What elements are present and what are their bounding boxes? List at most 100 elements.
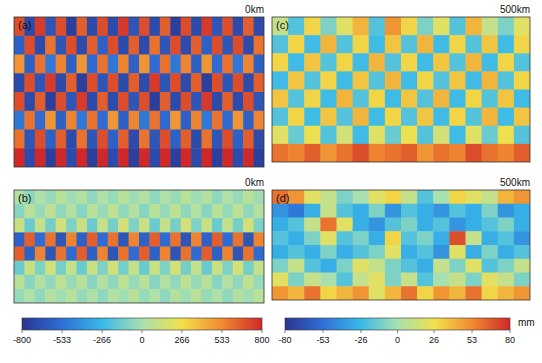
cell [181,111,192,130]
cell [466,53,483,72]
cell [466,259,483,273]
colorbar-tick-label: 533 [214,335,229,345]
cell [108,55,119,74]
cell [24,73,35,92]
cell [35,130,46,149]
cell [108,261,119,276]
cell [56,17,67,36]
cell [170,204,181,219]
cell [337,144,354,162]
cell [170,232,181,247]
cell [449,218,466,232]
cell [320,259,337,273]
cell [498,245,515,259]
cell [129,275,140,290]
cell [66,218,77,233]
cell [87,130,98,149]
cell [514,17,530,36]
cell [149,148,160,167]
cell [353,231,370,245]
cell [233,148,244,167]
cell [233,247,244,262]
cell [97,111,108,130]
cell [87,247,98,262]
cell [369,204,386,218]
cell [243,148,254,167]
cell [24,247,35,262]
cell [222,247,233,262]
cell [160,111,171,130]
cell [369,218,386,232]
cell [35,73,46,92]
cell [97,55,108,74]
cell [160,36,171,55]
cell [66,130,77,149]
cell [191,130,202,149]
colorbar-tick [22,330,23,333]
cell [66,204,77,219]
cell [243,232,254,247]
cell [118,73,129,92]
cell [272,259,289,273]
cell [320,17,337,36]
cell [320,144,337,162]
cell [202,36,213,55]
cell [369,126,386,145]
cell [45,190,56,205]
panel-label: (c) [276,19,289,31]
cell [160,204,171,219]
cell [97,218,108,233]
cell [233,36,244,55]
cell [233,289,244,303]
cell [149,232,160,247]
cell [466,126,483,145]
cell [149,247,160,262]
cell [191,111,202,130]
cell [482,259,499,273]
colorbar-tick-label: -533 [53,335,71,345]
cell [212,247,223,262]
cell [233,130,244,149]
cell [449,126,466,145]
cell [139,73,150,92]
cell [149,190,160,205]
cell [97,148,108,167]
colorbar-tick-label: 800 [254,335,269,345]
cell [181,232,192,247]
cell [222,130,233,149]
cell [24,130,35,149]
cell [498,108,515,127]
cell [191,17,202,36]
cells [272,17,530,162]
cell [353,259,370,273]
cell [272,286,289,300]
cell [77,261,88,276]
cell [466,286,483,300]
cell [212,130,223,149]
cell [181,204,192,219]
cell [353,17,370,36]
cell [160,232,171,247]
cell [369,273,386,287]
cell [385,286,402,300]
cell [385,204,402,218]
cell [139,289,150,303]
cell [417,190,434,204]
cell [149,204,160,219]
cell [14,111,25,130]
cell [108,289,119,303]
cell [170,261,181,276]
cell [35,204,46,219]
cell [417,17,434,36]
cell [304,90,321,109]
cell [385,35,402,54]
cell [160,218,171,233]
cell [181,148,192,167]
cell [212,218,223,233]
cell [288,35,305,54]
cell [514,71,530,90]
cell [14,261,25,276]
cell [233,275,244,290]
cell [385,144,402,162]
cell [498,231,515,245]
